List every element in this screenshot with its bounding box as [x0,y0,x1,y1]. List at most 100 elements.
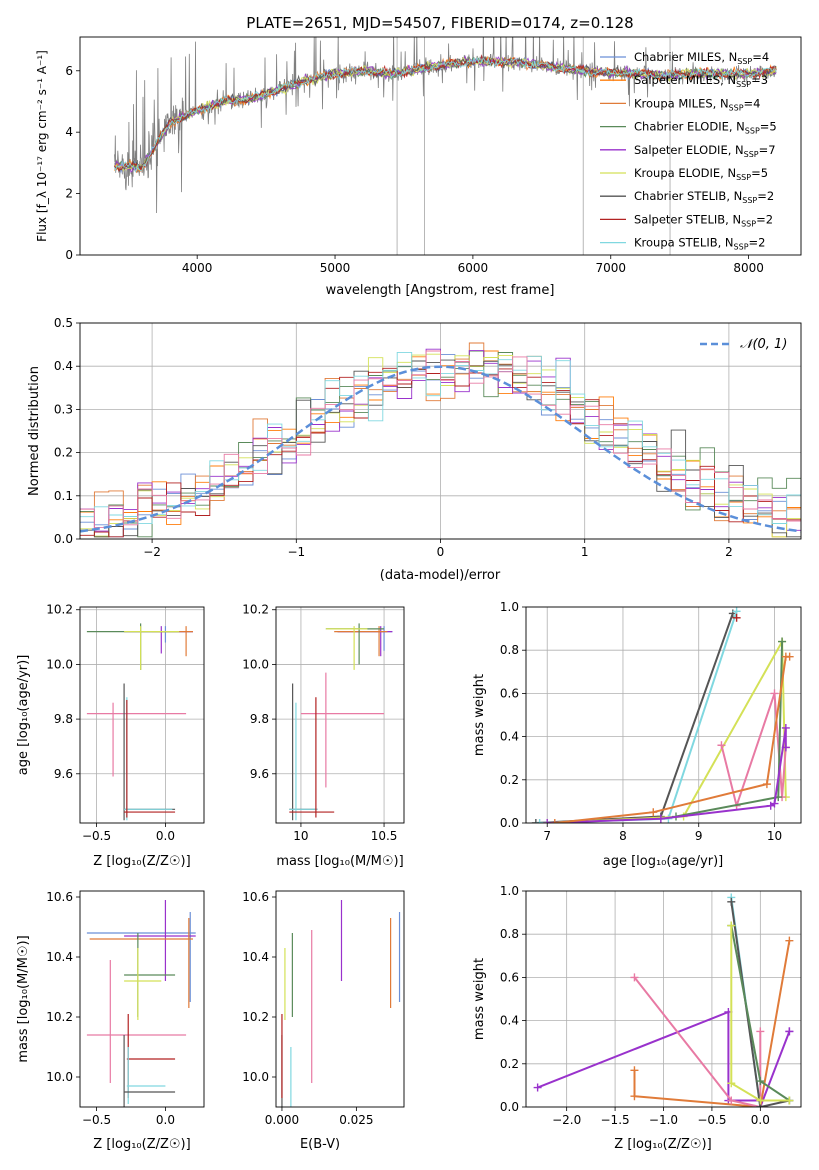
legend-entry: Kroupa STELIB, NSSP=2 [634,236,765,252]
mw-age-ytick-label: 0.8 [500,643,519,657]
spectrum-xtick-label: 4000 [182,261,213,275]
age-z-xtick-label: −0.5 [82,829,111,843]
mass-z-ytick-label: 10.0 [46,1070,73,1084]
age-mass-ytick-label: 10.2 [242,603,269,617]
mw-age-point [649,808,658,817]
mw-age-point [531,819,540,823]
mass-ebv-ytick-label: 10.6 [242,890,269,904]
age-z-xtick-label: 0.0 [156,829,175,843]
mw-z-point [756,1027,765,1036]
mw-z-point [727,897,736,906]
age-z-ylabel: age [log₁₀(age/yr)] [16,655,31,776]
mw-age-point [778,637,787,646]
panel-massweight-vs-age: 7 8 9 10 0.0 0.2 0.4 0.6 0.8 1.0 age [log₁₀(age/y… [472,600,802,869]
mw-z-ytick-label: 0.0 [500,1100,519,1114]
mw-z-point [630,1092,639,1101]
spectrum-xtick-label: 7000 [595,261,626,275]
mass-ebv-ytick-label: 10.2 [242,1010,269,1024]
mw-z-point [727,921,736,930]
residuals-ytick-label: 0.2 [54,446,73,460]
mw-z-series-line [633,940,791,1107]
residuals-ylabel: Normed distribution [27,366,42,496]
mw-age-series-line [535,613,734,823]
panel-mass-vs-z: −0.5 0.010.010.210.410.6 Z [log₁₀(Z/Z☉)] … [16,890,205,1152]
age-z-ytick-label: 10.0 [46,657,73,671]
mw-age-series-line [547,637,787,823]
residuals-ytick-label: 0.1 [54,489,73,503]
age-z-frame [79,606,205,824]
mass-z-xtick-label: 0.0 [156,1113,175,1127]
age-mass-ytick-label: 9.8 [250,712,269,726]
spectrum-ylabel: Flux [f_λ 10⁻¹⁷ erg cm⁻² s⁻¹ A⁻¹] [35,50,49,242]
mw-z-point [630,1066,639,1075]
spectrum-ytick-label: 6 [65,64,73,78]
mw-age-point [770,799,779,808]
normal-curve [80,365,801,533]
mw-z-series-line [537,1010,791,1107]
panel-spectrum: 4000 5000 6000 7000 8000 0 2 4 6 Chabrier MILES,… [35,36,802,298]
mass-z-xtick-label: −0.5 [82,1113,111,1127]
mw-z-point [785,1096,794,1105]
panel-residuals: −2 −1 0 1 2 0.0 0.1 0.2 0.3 0.4 0.5 (data-model)/e… [27,316,802,583]
mw-age-point [656,814,665,823]
legend-entry: Chabrier ELODIE, NSSP=5 [634,120,777,136]
mw-age-point [550,819,559,823]
mass-z-xlabel: Z [log₁₀(Z/Z☉)] [93,1137,190,1152]
mw-age-ytick-label: 0.0 [500,816,519,830]
residual-histogram [80,351,801,525]
observed-spectrum [114,37,777,214]
legend-entry: Chabrier MILES, NSSP=4 [634,50,769,66]
age-mass-ytick-label: 10.0 [242,657,269,671]
mw-age-series-line [554,655,790,823]
mass-z-ytick-label: 10.2 [46,1010,73,1024]
residuals-xtick-label: 1 [581,545,589,559]
mw-age-ytick-label: 0.4 [500,730,519,744]
panel-massweight-vs-z: −2.0 −1.5 −1.0 −0.5 0.0 0.0 0.2 0.4 0.6 0.8 1.0 Z … [472,884,802,1152]
residual-histogram [80,342,801,522]
model-spectrum-line [114,56,777,173]
residuals-ytick-label: 0.3 [54,402,73,416]
residuals-ytick-label: 0.0 [54,532,73,546]
residuals-frame [79,322,802,540]
mw-age-point [781,723,790,732]
spectrum-xtick-label: 6000 [458,261,489,275]
mw-age-ytick-label: 0.2 [500,773,519,787]
mass-z-frame [79,890,205,1108]
mw-age-xtick-label: 7 [543,829,551,843]
mw-z-xtick-label: −1.0 [649,1113,678,1127]
residuals-xtick-label: −2 [143,545,161,559]
mw-age-xlabel: age [log₁₀(age/yr)] [603,854,724,869]
mass-ebv-ytick-label: 10.0 [242,1070,269,1084]
mw-z-point [756,1096,765,1105]
residuals-xtick-label: −1 [287,545,305,559]
mw-z-point [533,1083,542,1092]
mw-z-series-line [730,901,790,1107]
mw-age-xtick-label: 10 [767,829,782,843]
age-mass-xtick-label: 10 [293,829,308,843]
legend-entry: Salpeter STELIB, NSSP=2 [634,212,773,228]
mw-age-point [781,743,790,752]
mw-z-point [785,1027,794,1036]
mw-age-ytick-label: 1.0 [500,600,519,614]
legend-entry: Chabrier STELIB, NSSP=2 [634,189,774,205]
mw-age-ylabel: mass weight [472,674,487,756]
mw-age-series-line [539,610,738,823]
legend-entry: Kroupa ELODIE, NSSP=5 [634,166,768,182]
mass-z-ytick-label: 10.4 [46,950,73,964]
mw-z-xtick-label: −0.5 [697,1113,726,1127]
age-mass-xlabel: mass [log₁₀(M/M☉)] [276,854,403,869]
spectrum-xtick-label: 8000 [733,261,764,275]
legend-entry: Salpeter ELODIE, NSSP=7 [634,143,776,159]
mw-z-series-line [730,925,790,1102]
mw-age-point [535,819,544,823]
mw-z-ytick-label: 0.4 [500,1014,519,1028]
spectrum-legend: Chabrier MILES, NSSP=4 Salpeter MILES, NS… [600,50,777,252]
spectrum-xtick-label: 5000 [320,261,351,275]
mw-age-point [732,613,741,622]
mw-z-xtick-label: −1.5 [601,1113,630,1127]
mw-z-point [756,1077,765,1086]
mass-ebv-frame [275,890,405,1108]
mw-age-xtick-label: 8 [619,829,627,843]
mw-z-xlabel: Z [log₁₀(Z/Z☉)] [614,1137,711,1152]
